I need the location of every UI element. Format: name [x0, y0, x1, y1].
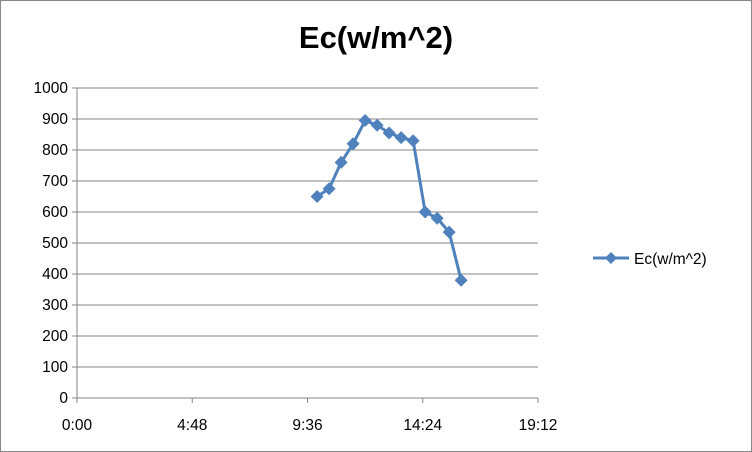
data-point	[442, 225, 456, 239]
x-tick-label: 9:36	[292, 417, 322, 434]
data-point	[370, 118, 384, 132]
y-tick-label: 900	[42, 111, 68, 128]
data-point	[430, 211, 444, 225]
data-point	[394, 131, 408, 145]
data-point	[310, 190, 324, 203]
y-tick-label: 300	[42, 297, 68, 314]
x-tick-label: 19:12	[519, 417, 558, 434]
data-point	[418, 205, 432, 219]
chart-title: Ec(w/m^2)	[298, 20, 454, 55]
x-tick-label: 14:24	[403, 417, 442, 434]
y-tick-label: 600	[42, 204, 68, 221]
series-line	[316, 119, 463, 281]
data-point	[346, 137, 360, 151]
data-point	[406, 134, 420, 148]
data-point	[334, 155, 348, 169]
x-tick-label: 4:48	[177, 417, 207, 434]
y-tick-label: 200	[42, 328, 68, 345]
x-tick-label: 0:00	[62, 417, 93, 434]
y-tick-label: 100	[42, 359, 68, 376]
y-tick-label: 800	[42, 142, 68, 159]
data-point	[322, 182, 336, 196]
y-tick-label: 500	[42, 235, 68, 252]
data-point	[358, 114, 372, 128]
y-tick-label: 400	[42, 266, 68, 283]
y-tick-label: 0	[59, 390, 68, 407]
legend-marker	[605, 252, 617, 264]
data-point	[454, 273, 468, 287]
legend-label: Ec(w/m^2)	[634, 251, 707, 268]
data-point	[382, 126, 396, 140]
y-tick-label: 700	[42, 173, 68, 190]
y-tick-label: 1000	[34, 80, 69, 97]
